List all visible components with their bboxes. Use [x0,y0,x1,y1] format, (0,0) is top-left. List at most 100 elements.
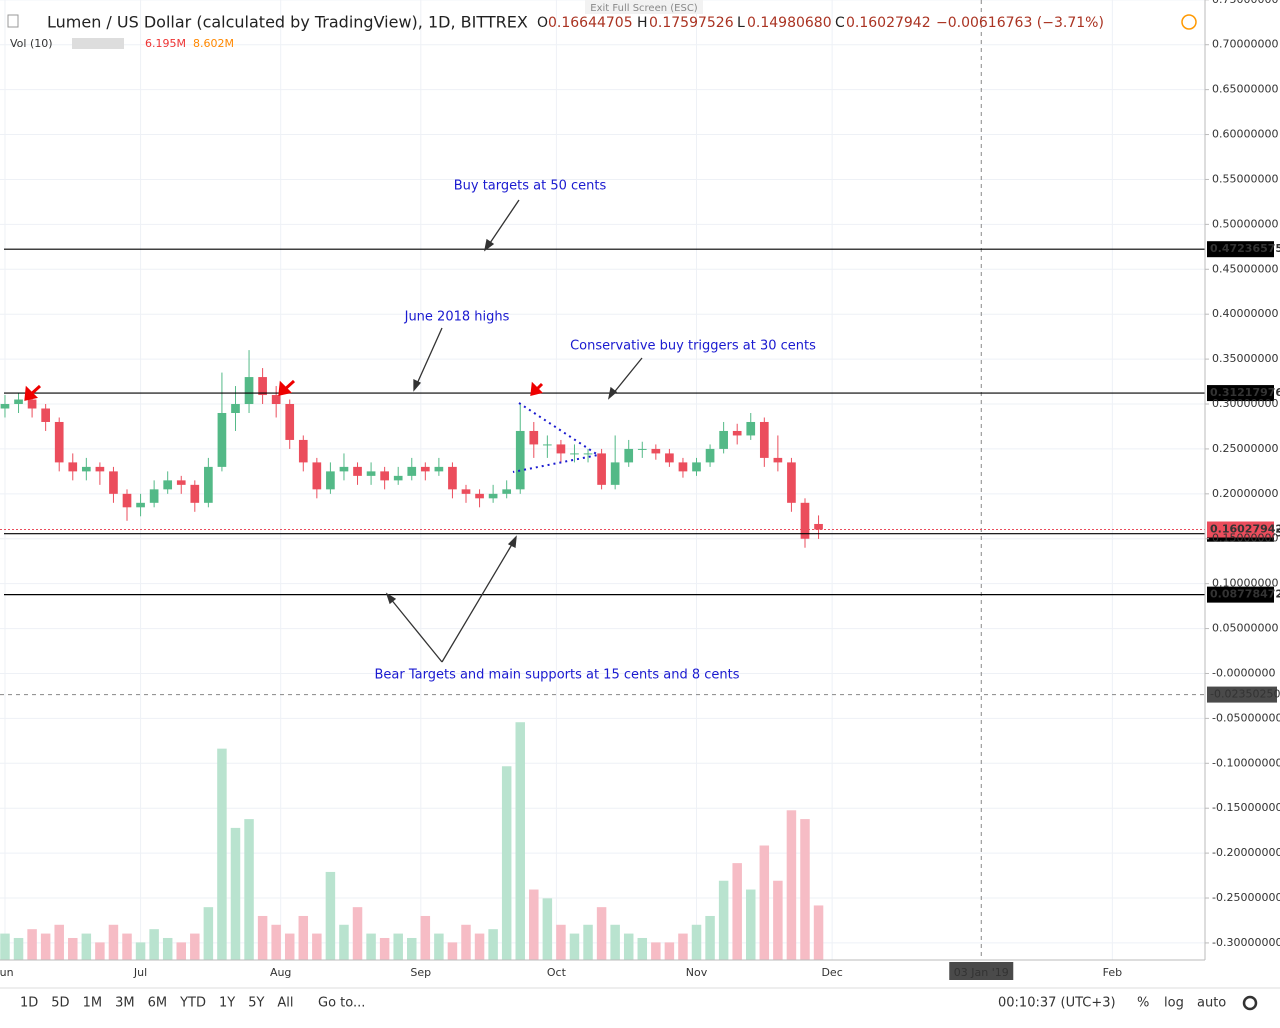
range-button[interactable]: YTD [179,996,206,1011]
candle-body [543,444,552,446]
volume-bar [162,937,173,960]
ohlc-value: 0.16644705 [548,15,633,31]
settings-icon[interactable] [1242,995,1258,1011]
last-price-label: 0.16027942 [1210,523,1280,536]
volume-bar [203,907,214,960]
candle-body [204,466,213,503]
range-button[interactable]: 1D [20,996,38,1011]
log-button[interactable]: log [1164,996,1184,1011]
candle-body [41,408,50,422]
volume-bar [339,924,349,960]
range-button[interactable]: 3M [115,996,135,1011]
volume-bar [68,937,78,960]
volume-layer [0,722,824,960]
volume-label: Vol (10) [10,37,53,50]
candle-body [68,462,78,472]
study-buttons[interactable] [72,38,124,49]
range-button[interactable]: All [277,996,293,1011]
volume-bar [284,933,295,960]
candle-body [393,475,403,481]
ohlc-label: C [835,15,845,31]
candle-body [149,489,159,503]
level-label: 0.47236575 [1210,242,1280,255]
candle-body [81,466,91,472]
candle-layer [0,350,823,548]
crosshair-label: -0.02350250 [1210,688,1280,701]
volume-bar [515,722,525,960]
x-tick-label: Jun [0,966,14,979]
volume-bar [407,937,417,960]
exit-fullscreen[interactable]: Exit Full Screen (ESC) [590,3,698,14]
symbol-title: Lumen / US Dollar (calculated by Trading… [47,13,528,32]
volume-bar [583,924,593,960]
range-button[interactable]: 1M [83,996,103,1011]
annotation: June 2018 highs [404,310,510,325]
x-tick-highlight [949,962,1014,980]
volume-bar [556,924,566,960]
candle-body [814,523,823,530]
candle-body [515,430,525,490]
candle-body [312,462,322,490]
x-tick-label: Dec [821,966,842,979]
volume-bar [190,933,200,960]
range-button[interactable]: 5Y [248,996,264,1011]
volume-bar [542,898,553,960]
volume-bar [461,924,471,960]
volume-value: 6.195M [145,37,186,50]
grid [0,0,1205,960]
crosshair-label-bg [1207,686,1277,703]
candle-body [556,444,566,454]
y-tick-label: 0.60000000 [1212,128,1278,141]
volume-bar [230,827,241,960]
candle-body [54,421,64,463]
y-tick-label: 0.40000000 [1212,307,1278,320]
auto-button[interactable]: auto [1197,996,1226,1011]
level-label-bg [1207,241,1274,258]
level-label: 0.31217976 [1210,386,1280,399]
volume-bar [651,942,661,960]
alert-icon[interactable] [1181,14,1197,30]
candle-body [271,395,281,405]
candle-body [570,453,579,455]
candle-body [678,462,688,472]
candle-body [163,480,173,490]
percent-button[interactable]: % [1137,996,1149,1011]
y-tick-label: 0.55000000 [1212,172,1278,185]
candle-body [787,462,796,503]
range-button[interactable]: 1Y [219,996,235,1011]
volume-bar [569,933,580,960]
x-tick-label: Aug [270,966,291,979]
collapse-icon[interactable] [7,14,19,28]
candle-body [461,489,471,494]
candle-body [651,448,661,454]
goto-button[interactable]: Go to... [318,996,365,1011]
y-tick-label: 0.25000000 [1212,442,1278,455]
volume-bar [108,924,119,960]
red-markers [24,379,544,401]
candle-body [298,439,308,463]
y-tick-label: 0.65000000 [1212,83,1278,96]
candle-body [624,448,634,463]
range-button[interactable]: 6M [148,996,168,1011]
last-price-bg [1207,521,1274,538]
candle-body [136,502,145,508]
y-tick-label: -0.25000000 [1212,891,1280,904]
candle-body [326,471,335,490]
x-tick-label: Feb [1103,966,1122,979]
exit-fullscreen-bg[interactable] [585,0,703,14]
volume-bar [27,929,37,960]
candle-body [420,466,430,472]
candle-body [583,453,593,455]
candle-body [217,412,227,467]
candle-body [610,462,620,485]
axes: 0.75000000 0.70000000 0.65000000 0.60000000… [0,0,1280,980]
x-tick-label: Sep [410,966,431,979]
candle-body [448,466,457,490]
range-button[interactable]: 5D [51,996,69,1011]
y-tick-label: -0.10000000 [1212,756,1280,769]
volume-bar [393,933,403,960]
volume-bar [786,810,797,960]
y-tick-label: -0.05000000 [1212,711,1280,724]
level-layer: 0.472365750.312179760.155619850.08778472… [0,241,1280,703]
